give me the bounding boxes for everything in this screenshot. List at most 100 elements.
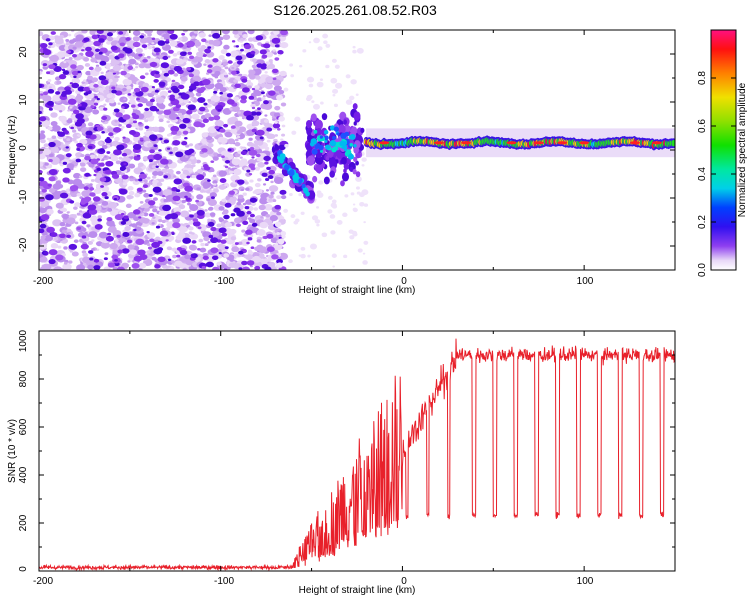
noise-blob xyxy=(215,186,219,189)
noise-blob xyxy=(212,266,220,270)
noise-blob xyxy=(125,33,129,37)
noise-blob xyxy=(92,55,96,58)
transition-blob xyxy=(274,144,280,151)
noise-blob xyxy=(60,92,67,97)
noise-blob xyxy=(118,123,122,127)
noise-blob xyxy=(207,218,212,222)
noise-blob xyxy=(246,260,255,266)
colorbar-label: Normalized spectral amplitude xyxy=(737,82,748,217)
carrier-peak xyxy=(651,141,662,145)
noise-blob xyxy=(112,149,122,156)
noise-blob xyxy=(255,146,260,150)
noise-blob xyxy=(142,202,151,209)
noise-blob xyxy=(274,134,279,137)
noise-blob xyxy=(239,37,244,41)
faint-blob xyxy=(334,64,340,69)
noise-blob xyxy=(191,113,200,120)
noise-blob xyxy=(224,183,229,187)
noise-blob xyxy=(61,229,67,234)
noise-blob xyxy=(96,30,104,34)
spectrogram-x-ticks xyxy=(38,30,676,270)
bottom-y-tick-label: 400 xyxy=(18,466,29,483)
noise-blob xyxy=(73,239,79,243)
noise-blob xyxy=(139,137,144,141)
noise-blob xyxy=(258,246,268,254)
transition-core xyxy=(319,135,323,139)
carrier-peak xyxy=(630,141,641,145)
noise-blob xyxy=(159,178,165,182)
noise-blob xyxy=(212,180,218,185)
noise-blob xyxy=(237,241,243,245)
noise-blob xyxy=(87,122,94,127)
noise-blob xyxy=(121,106,125,109)
noise-blob xyxy=(165,87,170,91)
noise-blob xyxy=(71,77,81,85)
noise-blob xyxy=(228,72,232,75)
faint-blob xyxy=(352,49,357,54)
noise-blob xyxy=(192,218,199,223)
noise-blob xyxy=(259,254,265,259)
noise-blob xyxy=(250,111,257,116)
noise-blob xyxy=(51,192,61,200)
noise-blob xyxy=(90,179,95,182)
noise-blob xyxy=(139,254,148,261)
noise-blob xyxy=(91,248,95,251)
noise-blob xyxy=(40,93,44,96)
carrier-peak xyxy=(579,141,590,145)
noise-blob xyxy=(236,179,245,185)
noise-blob xyxy=(119,166,127,171)
noise-blob xyxy=(207,143,214,148)
transition-blob xyxy=(353,156,358,163)
noise-blob xyxy=(93,258,100,263)
noise-blob xyxy=(271,79,282,87)
noise-blob xyxy=(175,58,185,65)
noise-blob xyxy=(141,44,148,49)
noise-blob xyxy=(248,137,253,141)
noise-blob xyxy=(246,241,250,245)
noise-blob xyxy=(39,42,48,49)
noise-blob xyxy=(198,142,202,146)
noise-blob xyxy=(145,36,154,44)
noise-blob xyxy=(228,262,237,269)
noise-blob xyxy=(259,136,264,140)
faint-blob xyxy=(309,243,318,250)
noise-blob xyxy=(165,239,169,242)
noise-blob xyxy=(179,249,188,256)
noise-blob xyxy=(126,239,133,244)
noise-blob xyxy=(254,85,260,90)
carrier-peak xyxy=(506,141,517,145)
noise-blob xyxy=(85,70,92,76)
transition-blob xyxy=(352,168,357,175)
noise-blob xyxy=(223,72,228,76)
noise-blob xyxy=(172,139,181,146)
noise-blob xyxy=(58,44,67,52)
noise-blob xyxy=(239,156,243,159)
noise-blob xyxy=(147,232,156,239)
noise-blob xyxy=(268,133,276,139)
noise-blob xyxy=(73,75,77,79)
noise-blob xyxy=(234,141,241,147)
noise-blob xyxy=(39,240,43,246)
noise-blob xyxy=(157,40,166,46)
noise-blob xyxy=(82,252,88,257)
noise-blob xyxy=(75,34,84,41)
noise-blob xyxy=(56,80,62,85)
noise-blob xyxy=(247,30,255,35)
noise-blob xyxy=(180,36,189,42)
noise-blob xyxy=(158,210,166,216)
noise-blob xyxy=(54,237,59,241)
transition-core xyxy=(292,174,298,181)
noise-blob xyxy=(210,160,215,163)
noise-blob xyxy=(186,40,195,47)
noise-blob xyxy=(180,76,188,82)
faint-blob xyxy=(350,79,357,85)
faint-blob xyxy=(331,253,337,258)
noise-blob xyxy=(192,221,201,227)
noise-blob xyxy=(214,70,221,76)
noise-blob xyxy=(135,95,145,103)
noise-blob xyxy=(42,65,49,70)
noise-blob xyxy=(69,82,73,85)
transition-blob xyxy=(312,175,318,183)
noise-blob xyxy=(246,81,254,88)
faint-blob xyxy=(314,198,317,201)
